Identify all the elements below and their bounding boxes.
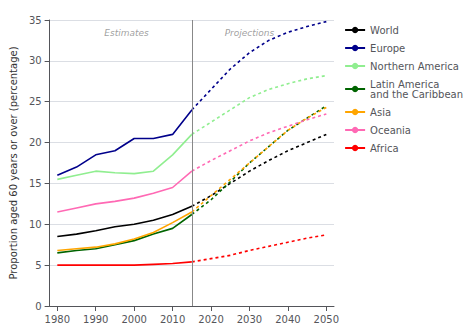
svg-text:15: 15 (29, 178, 42, 189)
svg-text:World: World (370, 25, 399, 36)
svg-text:Proportion aged 60 years or ov: Proportion aged 60 years or over (percen… (8, 46, 19, 279)
svg-text:Estimates: Estimates (104, 28, 149, 38)
svg-text:1990: 1990 (83, 314, 108, 325)
svg-text:Asia: Asia (370, 107, 391, 118)
svg-text:20: 20 (29, 137, 42, 148)
svg-text:Latin America: Latin America (370, 78, 440, 90)
svg-text:Projections: Projections (225, 28, 275, 38)
svg-text:0: 0 (35, 301, 41, 312)
svg-text:30: 30 (29, 55, 42, 66)
svg-text:2020: 2020 (198, 314, 223, 325)
svg-text:Northern America: Northern America (370, 61, 459, 72)
svg-text:Africa: Africa (370, 143, 399, 154)
svg-text:2030: 2030 (237, 314, 262, 325)
svg-text:2010: 2010 (160, 314, 185, 325)
svg-text:and the Caribbean: and the Caribbean (370, 89, 463, 100)
svg-text:35: 35 (29, 15, 42, 26)
svg-text:2050: 2050 (314, 314, 339, 325)
svg-text:2000: 2000 (121, 314, 146, 325)
svg-text:Europe: Europe (370, 43, 405, 54)
svg-text:1980: 1980 (45, 314, 70, 325)
svg-text:25: 25 (29, 96, 42, 107)
svg-text:2040: 2040 (275, 314, 300, 325)
svg-text:Oceania: Oceania (370, 125, 411, 136)
svg-text:10: 10 (29, 219, 42, 230)
svg-text:5: 5 (35, 260, 41, 271)
